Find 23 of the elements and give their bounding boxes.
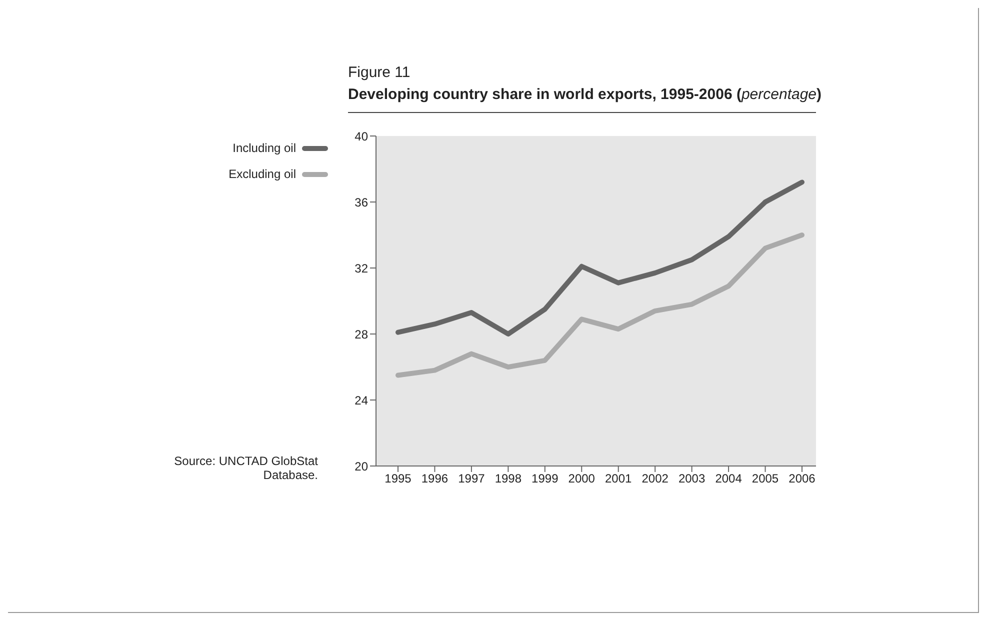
x-tick-label: 1997: [458, 472, 486, 486]
legend-label: Excluding oil: [228, 167, 296, 181]
x-tick-label: 2000: [568, 472, 596, 486]
x-tick-label: 2004: [715, 472, 742, 486]
x-tick-label: 1995: [384, 472, 412, 486]
x-tick-label: 2006: [788, 472, 816, 486]
y-tick-label: 20: [354, 459, 368, 474]
chart-title: Figure 11: [348, 64, 410, 81]
y-tick-label: 36: [354, 195, 368, 210]
y-tick-label: 32: [354, 261, 368, 276]
x-tick-label: 2003: [678, 472, 706, 486]
legend-label: Including oil: [232, 141, 296, 155]
chart-subtitle: Developing country share in world exports, 1995-2006 (percentage): [348, 86, 822, 103]
x-tick-label: 1999: [532, 472, 559, 486]
x-tick-label: 2005: [752, 472, 779, 486]
y-tick-label: 40: [354, 129, 368, 144]
y-tick-label: 28: [354, 327, 368, 342]
x-tick-label: 1996: [421, 472, 448, 486]
y-tick-label: 24: [354, 393, 368, 408]
source-note: Source: UNCTAD GlobStat Database.: [173, 454, 318, 482]
x-tick-label: 2002: [642, 472, 669, 486]
x-tick-label: 2001: [605, 472, 632, 486]
x-tick-label: 1998: [494, 472, 522, 486]
